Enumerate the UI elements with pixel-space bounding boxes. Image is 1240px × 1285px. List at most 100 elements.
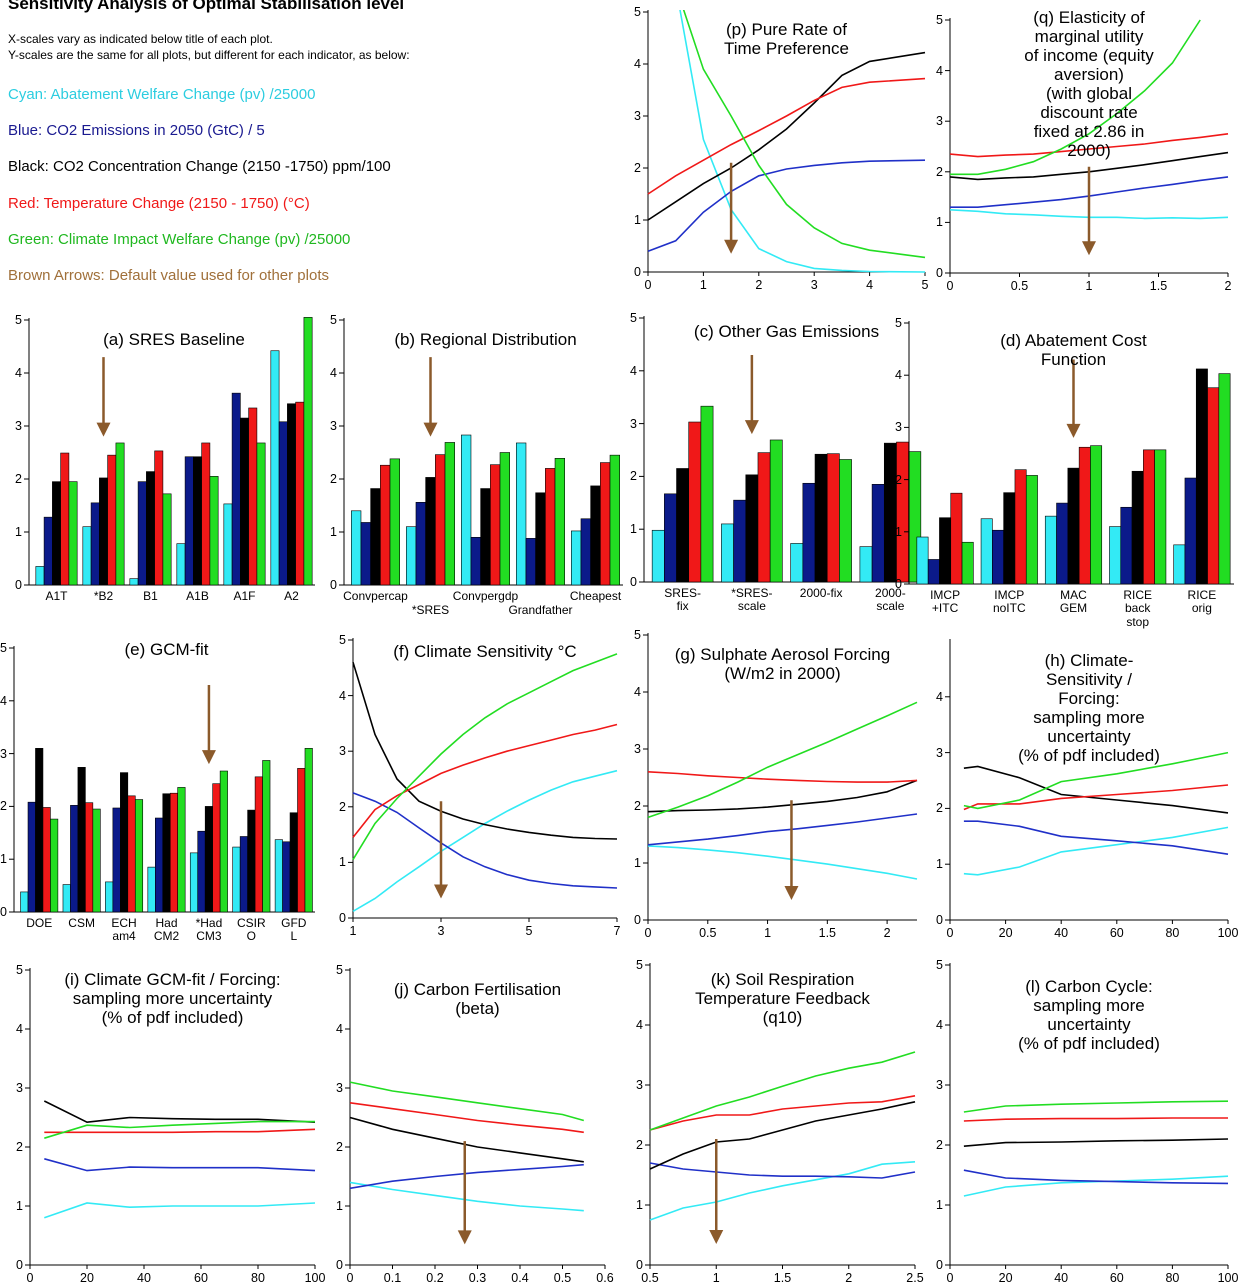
note: Y-scales are the same for all plots, but…	[8, 48, 410, 62]
line	[647, 701, 918, 819]
y-tick-label: 1	[16, 1199, 23, 1213]
x-tick-label: 0	[946, 279, 954, 293]
legend-entry: Green: Climate Impact Welfare Change (pv…	[8, 231, 351, 248]
x-tick-label: 5	[525, 924, 533, 938]
bar	[223, 503, 233, 586]
y-tick-label: 0	[15, 578, 22, 592]
y-tick-label: 2	[634, 799, 641, 813]
line	[963, 1117, 1228, 1122]
x-tick-label: *B2	[93, 589, 114, 603]
x-tick-label: 2.5	[906, 1271, 924, 1285]
y-tick-label: 3	[630, 416, 637, 431]
default-arrow-head	[201, 750, 216, 765]
y-tick-label: 5	[634, 5, 641, 19]
chart-title: (i) Climate GCM-fit / Forcing: sampling …	[64, 970, 281, 1028]
bar	[1195, 368, 1208, 585]
bar	[239, 836, 248, 913]
bar	[499, 452, 510, 586]
y-tick-label: 3	[336, 1081, 343, 1095]
bar	[177, 787, 186, 913]
bar	[745, 474, 759, 583]
x-tick-label: SRES- fix	[664, 586, 701, 614]
bar	[927, 559, 940, 585]
x-tick-label: 0.5	[553, 1271, 572, 1285]
line	[963, 826, 1229, 876]
x-tick-label: RICE back stop	[1123, 588, 1153, 629]
bar	[35, 566, 45, 586]
y-tick-label: 0	[936, 1258, 943, 1272]
bar	[757, 452, 771, 583]
line	[349, 1081, 585, 1122]
x-tick-label: GFD L	[281, 916, 307, 944]
bar	[107, 454, 117, 586]
y-tick-label: 0	[330, 578, 337, 592]
bar	[590, 485, 601, 586]
x-tick-label: 3	[437, 924, 445, 938]
y-tick-label: 4	[630, 363, 637, 378]
y-tick-label: 2	[936, 164, 943, 179]
bar	[304, 748, 313, 913]
bar	[839, 459, 852, 583]
x-tick-label: IMCP noITC	[992, 588, 1026, 616]
chart-title: (a) SRES Baseline	[103, 330, 245, 349]
bar	[1109, 526, 1122, 585]
bar	[77, 767, 86, 913]
y-tick-label: 0	[339, 911, 346, 925]
chart-title: (l) Carbon Cycle: sampling more uncertai…	[1018, 977, 1160, 1054]
bar	[1173, 544, 1186, 585]
bar	[85, 802, 94, 913]
x-tick-label: CSIR O	[237, 916, 266, 944]
line	[349, 1102, 584, 1134]
x-tick-label: CSM	[68, 916, 95, 930]
bar	[992, 529, 1004, 585]
bar	[1120, 506, 1133, 585]
bar	[961, 541, 974, 585]
y-tick-label: 5	[936, 13, 943, 27]
x-tick-label: 5	[921, 278, 929, 292]
bar	[1067, 467, 1080, 585]
y-tick-label: 3	[634, 109, 641, 123]
y-tick-label: 5	[634, 628, 641, 642]
bar	[43, 516, 53, 586]
bar	[127, 795, 136, 913]
y-tick-label: 1	[634, 856, 641, 870]
y-tick-label: 0	[336, 1258, 343, 1272]
bar	[162, 793, 171, 913]
x-tick-label: 0.1	[383, 1271, 402, 1285]
line	[352, 792, 618, 889]
bar	[184, 456, 194, 586]
x-tick-label: 0	[946, 926, 954, 940]
line	[349, 1116, 584, 1163]
y-tick-label: 0	[936, 266, 943, 280]
bar	[370, 488, 381, 586]
bar	[916, 536, 929, 585]
bar	[303, 317, 313, 586]
x-tick-label: 1.5	[773, 1271, 792, 1285]
bar	[262, 760, 271, 913]
y-tick-label: 5	[636, 958, 643, 972]
bar	[154, 450, 164, 586]
line	[647, 51, 926, 221]
line	[352, 769, 618, 912]
x-tick-label: 7	[613, 924, 621, 938]
bar	[1218, 373, 1231, 585]
x-tick-label: 100	[1217, 1271, 1239, 1285]
y-tick-label: 1	[0, 852, 7, 867]
legend-entry: Blue: CO2 Emissions in 2050 (GtC) / 5	[8, 122, 265, 139]
y-tick-label: 1	[936, 857, 943, 872]
x-tick-label: 1	[1085, 279, 1093, 293]
y-tick-label: 3	[636, 1078, 643, 1092]
bar	[570, 530, 582, 586]
chart-title: (k) Soil Respiration Temperature Feedbac…	[695, 970, 870, 1028]
x-tick-label: 1.5	[1149, 279, 1168, 293]
y-tick-label: 4	[936, 63, 943, 78]
y-tick-label: 0	[16, 1258, 23, 1272]
y-tick-label: 4	[16, 1022, 23, 1036]
chart-title: (q) Elasticity of marginal utility of in…	[1024, 8, 1154, 161]
line	[647, 771, 918, 783]
bar	[435, 454, 446, 586]
default-arrow-head	[709, 1230, 724, 1244]
bar	[282, 841, 291, 913]
line	[949, 133, 1229, 158]
